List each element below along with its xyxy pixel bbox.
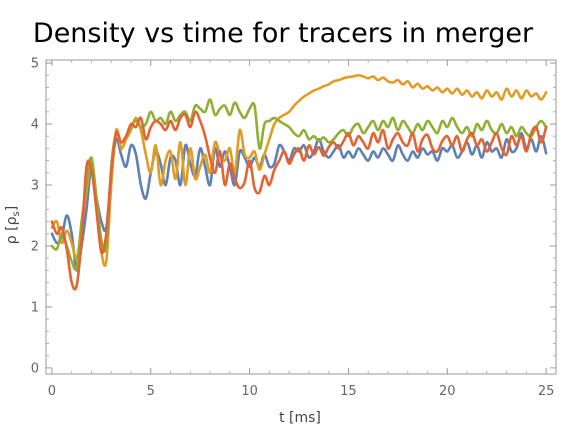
y-tick-label: 4 bbox=[31, 118, 39, 133]
x-tick-label: 0 bbox=[48, 384, 56, 399]
series-line-4 bbox=[50, 110, 548, 291]
y-axis-label-main: ρ [ρ bbox=[4, 216, 20, 244]
x-axis-ticks: 0 5 10 15 20 25 bbox=[48, 60, 555, 399]
plot-frame bbox=[45, 59, 557, 375]
y-tick-label: 2 bbox=[31, 239, 39, 254]
series-lines bbox=[50, 73, 548, 291]
x-tick-label: 25 bbox=[538, 384, 555, 399]
y-axis-ticks: 0 1 2 3 4 5 bbox=[31, 57, 556, 376]
y-tick-label: 1 bbox=[31, 300, 39, 315]
series-line-1 bbox=[50, 131, 548, 272]
y-tick-label: 3 bbox=[31, 178, 39, 193]
x-axis-label: t [ms] bbox=[279, 410, 321, 426]
series-line-3 bbox=[50, 98, 548, 271]
series-line-2 bbox=[50, 73, 548, 268]
x-tick-label: 10 bbox=[241, 384, 258, 399]
x-tick-label: 15 bbox=[340, 384, 357, 399]
x-tick-label: 5 bbox=[147, 384, 155, 399]
y-axis-label-subscript: s bbox=[11, 211, 22, 216]
y-tick-label: 0 bbox=[31, 361, 39, 376]
y-axis-label-end: ] bbox=[4, 206, 20, 211]
y-axis-label: ρ [ρs] bbox=[4, 206, 22, 244]
x-tick-label: 20 bbox=[439, 384, 456, 399]
y-tick-label: 5 bbox=[31, 57, 39, 72]
chart-title: Density vs time for tracers in merger bbox=[33, 18, 534, 49]
